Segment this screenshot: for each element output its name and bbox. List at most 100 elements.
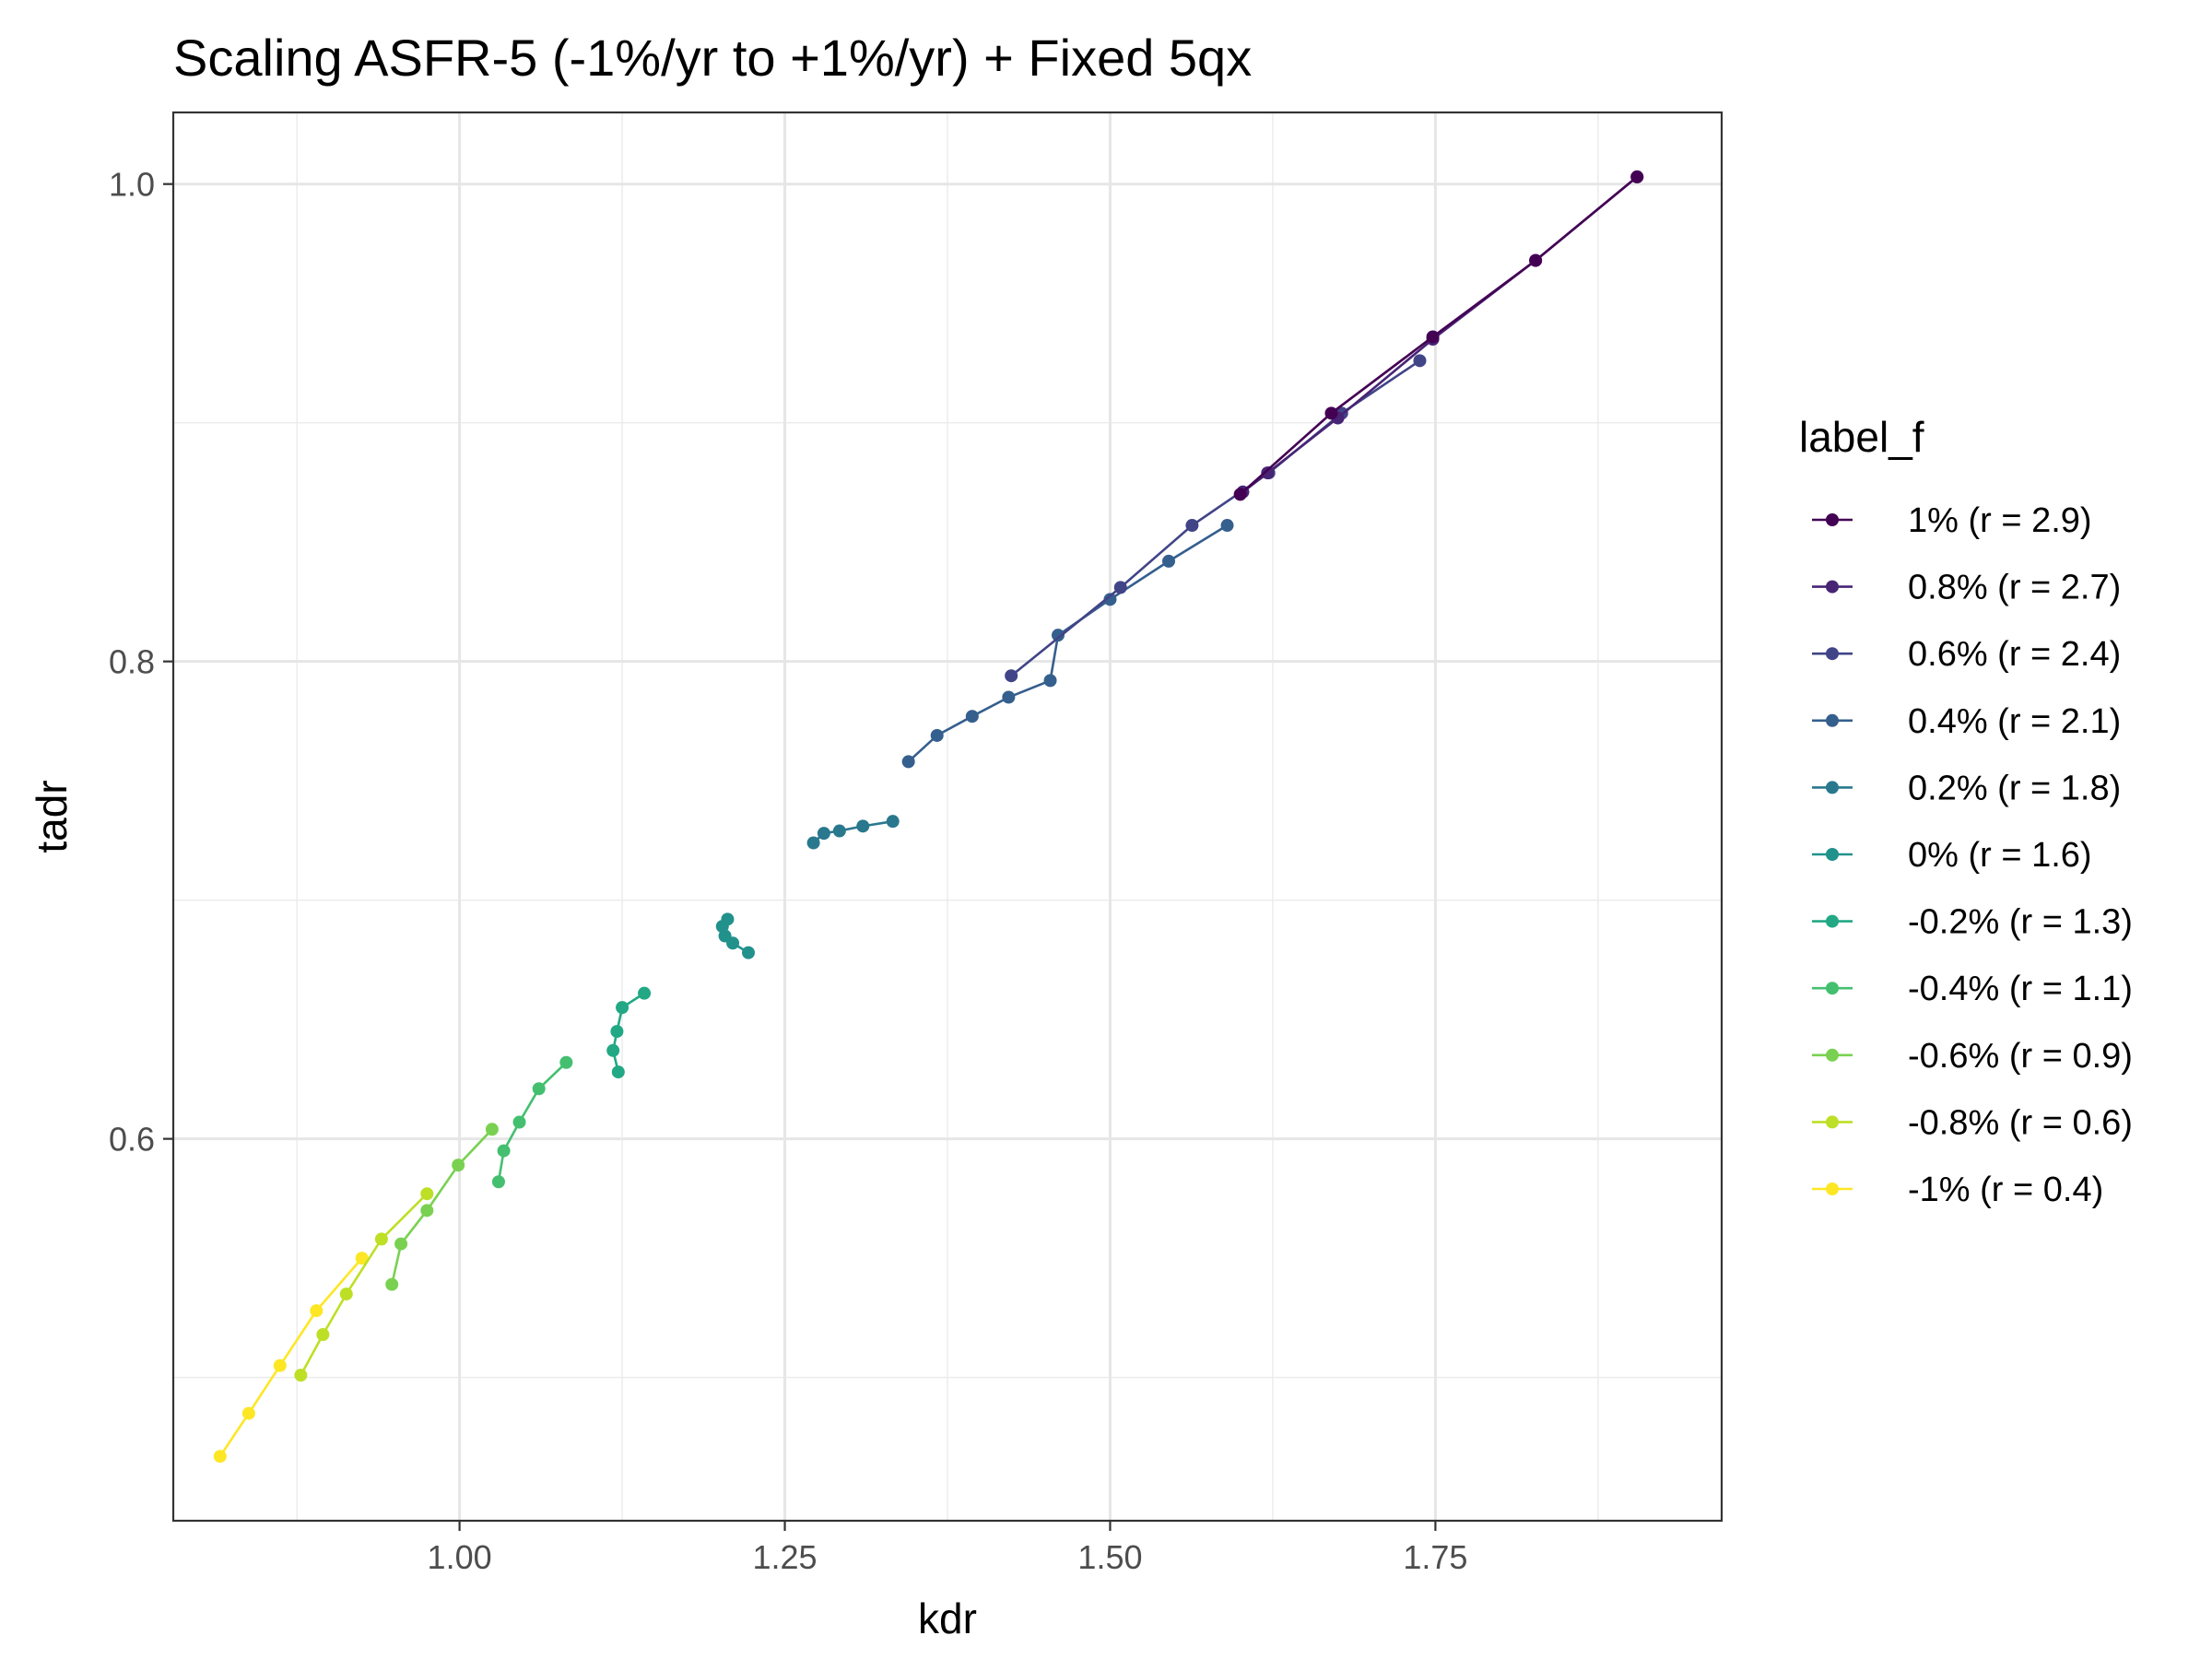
legend-label: -0.4% (r = 1.1) — [1908, 970, 2133, 1008]
legend-item: -0.2% (r = 1.3) — [1812, 903, 2133, 942]
series — [1005, 354, 1427, 683]
data-point — [310, 1304, 324, 1318]
data-point — [1220, 519, 1234, 533]
series — [385, 1123, 499, 1291]
series-line — [497, 1061, 568, 1182]
data-point — [1162, 554, 1175, 568]
data-point — [1103, 593, 1117, 606]
legend-item: 0.6% (r = 2.4) — [1812, 635, 2121, 674]
data-point — [485, 1123, 499, 1136]
data-point — [817, 827, 830, 841]
y-axis: 0.6 0.8 1.0 — [109, 166, 173, 1159]
data-point — [241, 1406, 255, 1420]
data-point — [339, 1287, 353, 1300]
legend-item: 0.8% (r = 2.7) — [1812, 569, 2121, 607]
data-point — [1233, 488, 1247, 501]
data-point — [856, 819, 870, 833]
series-line — [300, 1193, 429, 1376]
series — [715, 912, 755, 959]
series — [806, 815, 900, 850]
data-point — [316, 1327, 330, 1341]
data-point — [1113, 581, 1127, 594]
series-line — [390, 1128, 493, 1285]
legend-key-point — [1826, 713, 1839, 727]
series — [1233, 170, 1644, 501]
data-point — [491, 1175, 505, 1189]
chart-title: Scaling ASFR-5 (-1%/yr to +1%/yr) + Fixe… — [173, 29, 1252, 87]
data-point — [452, 1159, 465, 1172]
data-point — [930, 728, 944, 742]
data-point — [1324, 406, 1338, 420]
data-point — [1002, 690, 1016, 704]
legend-label: -0.6% (r = 0.9) — [1908, 1037, 2133, 1076]
data-point — [559, 1055, 573, 1069]
legend-title: label_f — [1799, 413, 1924, 461]
series — [1236, 170, 1644, 499]
legend-item: 1% (r = 2.9) — [1812, 501, 2092, 540]
data-point — [374, 1232, 388, 1246]
legend-label: 0.8% (r = 2.7) — [1908, 569, 2121, 607]
data-point — [616, 1001, 629, 1015]
y-tick-label: 1.0 — [109, 166, 155, 204]
data-point — [512, 1115, 526, 1129]
series-line — [1010, 359, 1421, 677]
legend-label: 0.2% (r = 1.8) — [1908, 769, 2121, 807]
data-point — [394, 1237, 408, 1251]
x-axis: 1.00 1.25 1.50 1.75 — [428, 1521, 1467, 1576]
data-point — [610, 1025, 624, 1039]
legend-item: 0.2% (r = 1.8) — [1812, 769, 2121, 807]
grid — [173, 112, 1722, 1521]
series — [213, 1252, 369, 1464]
legend-items: 1% (r = 2.9) 0.8% (r = 2.7) 0.6% (r = 2.4)… — [1812, 501, 2133, 1209]
data-point — [420, 1204, 434, 1218]
data-point — [742, 946, 755, 959]
data-point — [1052, 629, 1065, 642]
series-layer — [213, 170, 1644, 1464]
data-point — [497, 1144, 511, 1158]
data-point — [606, 1043, 620, 1057]
legend-label: 1% (r = 2.9) — [1908, 501, 2092, 540]
legend-item: -0.4% (r = 1.1) — [1812, 970, 2133, 1008]
legend-key-point — [1826, 781, 1839, 794]
legend-label: -0.2% (r = 1.3) — [1908, 903, 2133, 942]
series-line — [218, 1257, 363, 1457]
data-point — [965, 710, 979, 724]
series-line — [907, 524, 1229, 763]
data-point — [806, 836, 820, 850]
data-point — [901, 755, 915, 769]
legend-item: 0.4% (r = 2.1) — [1812, 702, 2121, 741]
data-point — [1261, 466, 1275, 480]
legend-item: 0% (r = 1.6) — [1812, 836, 2092, 875]
x-axis-title: kdr — [918, 1594, 977, 1642]
legend-label: 0.4% (r = 2.1) — [1908, 702, 2121, 741]
legend-key-point — [1826, 1182, 1839, 1195]
legend-key-point — [1826, 982, 1839, 995]
data-point — [532, 1082, 546, 1096]
legend-item: -0.8% (r = 0.6) — [1812, 1103, 2133, 1142]
legend-label: -1% (r = 0.4) — [1908, 1171, 2103, 1209]
data-point — [721, 912, 735, 926]
legend-label: -0.8% (r = 0.6) — [1908, 1103, 2133, 1142]
data-point — [1426, 330, 1440, 344]
legend-label: 0.6% (r = 2.4) — [1908, 635, 2121, 674]
y-tick-label: 0.6 — [109, 1121, 155, 1159]
data-point — [385, 1277, 399, 1291]
legend-key-point — [1826, 848, 1839, 861]
series — [606, 986, 652, 1079]
data-point — [638, 986, 652, 1000]
x-tick-label: 1.50 — [1077, 1538, 1142, 1576]
series — [901, 519, 1234, 769]
x-tick-label: 1.00 — [428, 1538, 492, 1576]
series — [294, 1187, 434, 1382]
legend: label_f 1% (r = 2.9) 0.8% (r = 2.7) 0.6% (… — [1799, 413, 2133, 1209]
data-point — [1630, 170, 1644, 183]
legend-item: -0.6% (r = 0.9) — [1812, 1037, 2133, 1076]
x-tick-label: 1.75 — [1403, 1538, 1467, 1576]
legend-key-point — [1826, 580, 1839, 594]
data-point — [213, 1450, 227, 1464]
data-point — [294, 1369, 308, 1382]
data-point — [1005, 669, 1018, 683]
data-point — [1185, 519, 1199, 533]
data-point — [611, 1065, 625, 1079]
